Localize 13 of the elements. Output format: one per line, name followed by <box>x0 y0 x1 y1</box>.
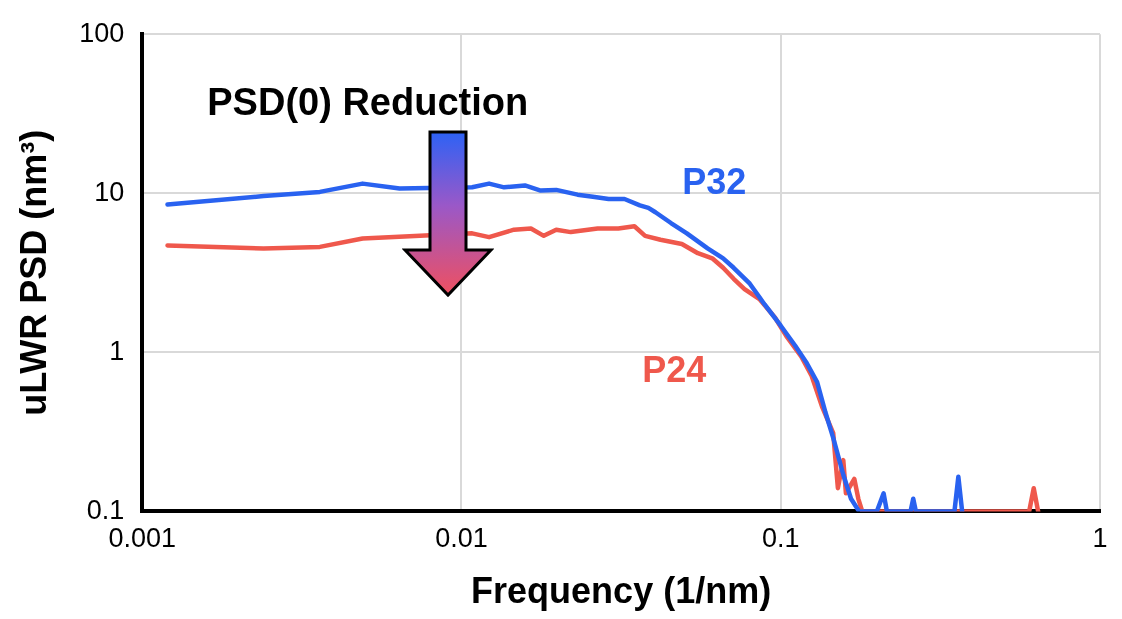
x-tick-label: 0.01 <box>435 523 488 554</box>
annotation: PSD(0) Reduction <box>207 80 529 123</box>
y-tick-label: 0.1 <box>86 494 125 525</box>
x-tick-label: 0.1 <box>761 523 800 554</box>
series-label: P24 <box>642 349 707 391</box>
x-tick-label: 1 <box>1092 523 1108 554</box>
x-tick-label: 0.001 <box>108 523 177 554</box>
y-tick-label: 1 <box>109 335 125 366</box>
y-axis-title: uLWR PSD (nm³) <box>12 129 54 416</box>
y-tick-label: 10 <box>94 176 125 207</box>
series-label: P32 <box>682 161 747 203</box>
x-axis-title: Frequency (1/nm) <box>471 570 772 612</box>
y-tick-label: 100 <box>79 17 125 48</box>
